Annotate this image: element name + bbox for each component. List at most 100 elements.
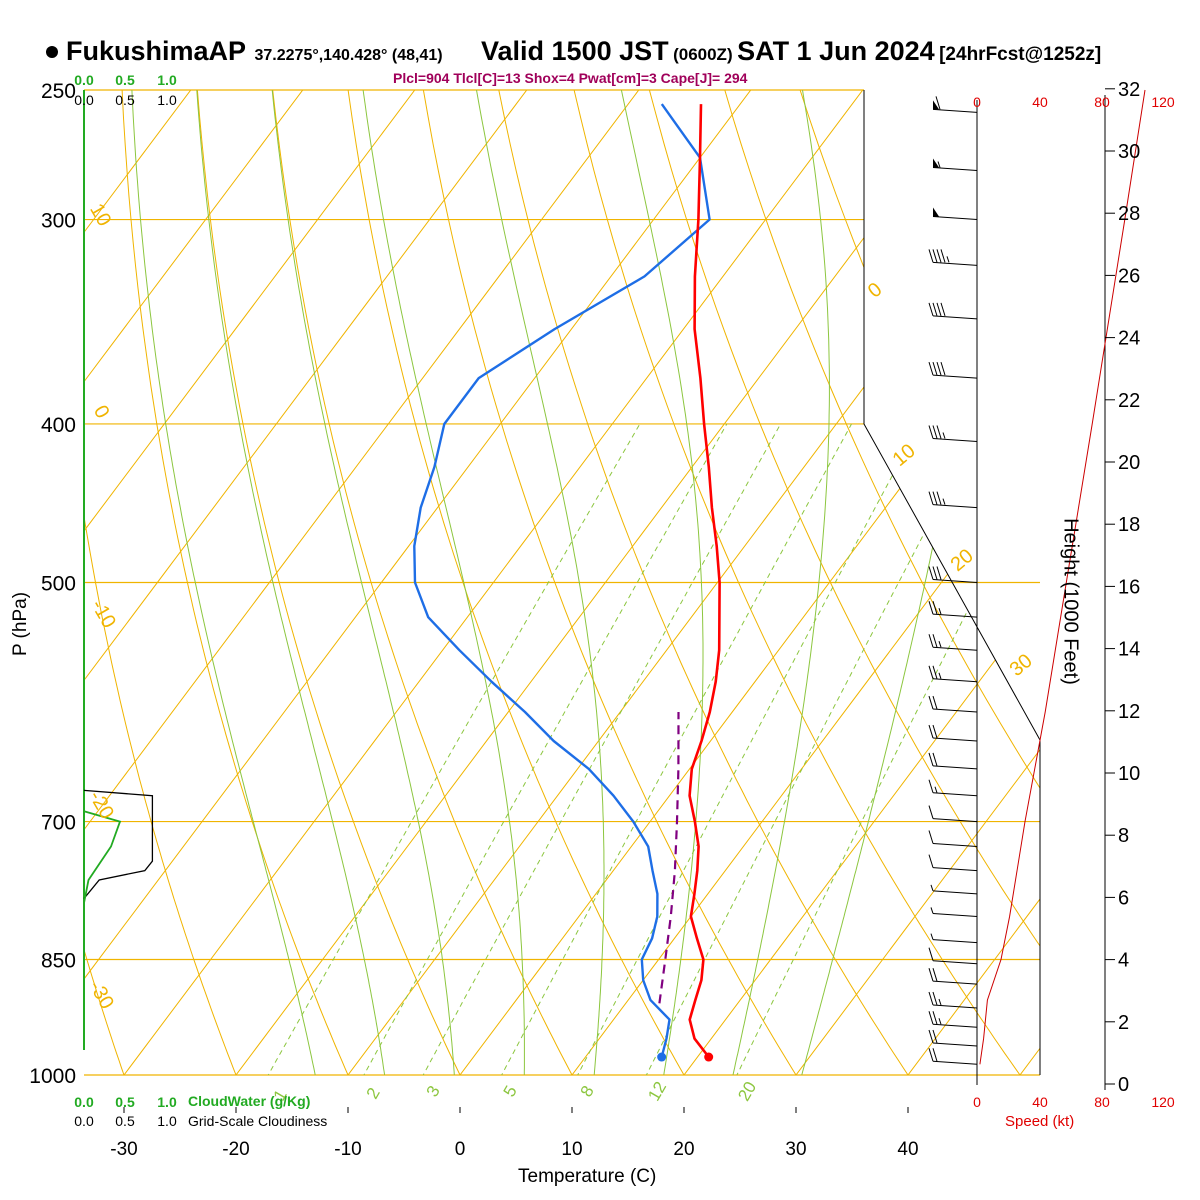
height-tick-label: 28	[1118, 203, 1140, 225]
mixing-ratio-label: 8	[577, 1082, 598, 1100]
height-tick-label: 10	[1118, 763, 1140, 785]
speed-tick-label-top: 0	[973, 94, 981, 110]
wind-barb	[928, 1029, 978, 1047]
wind-barb-flag	[940, 361, 946, 376]
wind-barb-flag	[936, 249, 942, 263]
wind-barb-shaft	[932, 315, 978, 320]
height-tick-label: 30	[1118, 141, 1140, 163]
wind-barb	[928, 361, 978, 379]
isotherm-line	[657, 90, 1040, 1075]
mixing-ratio-line	[344, 423, 728, 1075]
wind-barb-flag	[932, 566, 938, 580]
wind-barb-flag	[932, 991, 938, 1006]
wind-barb-shaft	[932, 960, 978, 965]
wind-barb-halfflag	[930, 907, 934, 914]
wind-barb-shaft	[932, 1060, 978, 1065]
temperature-trace	[688, 104, 721, 1058]
wind-barb-flag	[936, 302, 942, 316]
dry-adiabat-line	[1150, 31, 1200, 1110]
isotherm-label: 0	[864, 278, 887, 302]
wind-barb	[928, 805, 978, 823]
pressure-tick-label: 400	[41, 414, 76, 437]
valid-time: Valid 1500 JST (0600Z) SAT 1 Jun 2024 [2…	[481, 36, 1101, 67]
profile-series	[413, 103, 721, 1062]
speed-tick-label-top: 40	[1032, 94, 1048, 110]
wind-barb-flag	[932, 601, 938, 615]
height-tick-label: 24	[1118, 328, 1140, 350]
wind-barb-flag	[928, 1029, 934, 1044]
isotherm-line	[769, 90, 1040, 1075]
moist-adiabat-line	[471, 90, 605, 1075]
wind-barb-flag	[928, 1048, 934, 1062]
wind-barb-shaft	[932, 579, 978, 583]
height-tick-label: 20	[1118, 452, 1140, 474]
isotherm-label: -30	[84, 977, 118, 1013]
speed-tick-label-bottom: 80	[1094, 1094, 1110, 1110]
wind-barb-shaft	[932, 843, 978, 848]
wind-barb	[928, 302, 978, 320]
speed-axis-title: Speed (kt)	[1005, 1113, 1075, 1130]
wind-barb-flag	[932, 425, 938, 439]
cloud-profile	[83, 789, 154, 904]
height-tick-label: 0	[1118, 1074, 1129, 1096]
wind-barb-flag	[940, 249, 946, 263]
height-tick-label: 6	[1118, 887, 1129, 909]
temperature-tick-label: -10	[334, 1139, 361, 1160]
moist-adiabat-line	[724, 90, 830, 1075]
stability-indices: Plcl=904 Tlcl[C]=13 Shox=4 Pwat[cm]=3 Ca…	[393, 70, 748, 86]
isotherm-line	[84, 90, 348, 1075]
mixing-ratio-label: 3	[423, 1082, 444, 1100]
wind-barb-flag	[928, 695, 934, 710]
dewpoint-trace	[413, 103, 711, 1058]
mixing-ratio-line	[559, 423, 921, 1075]
wind-barb-shaft	[932, 678, 978, 683]
wind-barb-flag	[932, 724, 938, 739]
mixing-ratio-label: 5	[500, 1082, 521, 1100]
forecast-tag: [24hrFcst@1252z]	[939, 44, 1102, 65]
wind-barb	[928, 830, 978, 848]
wind-barb-flag	[932, 752, 938, 767]
dry-adiabat-line	[192, 90, 478, 1075]
cloudiness-label: Grid-Scale Cloudiness	[188, 1113, 328, 1129]
wind-barb	[928, 695, 978, 713]
chart-header: FukushimaAP 37.2275°,140.428° (48,41)	[46, 36, 443, 67]
wind-barb	[928, 425, 978, 442]
station-bullet-icon	[46, 45, 58, 58]
wind-barb-shaft	[932, 167, 978, 172]
dry-adiabat-line	[707, 90, 1040, 1075]
wind-barb	[928, 1048, 978, 1065]
dry-adiabat-line	[1002, 90, 1040, 1075]
height-curve	[979, 89, 1146, 1065]
cloudwater-label: CloudWater (g/Kg)	[188, 1093, 311, 1109]
isotherm-line	[84, 90, 796, 1075]
mixing-ratio-line	[248, 423, 641, 1075]
wind-barb	[928, 566, 978, 583]
isotherm-lines	[84, 90, 1040, 1075]
wind-barb	[928, 249, 978, 266]
pressure-tick-label: 850	[41, 950, 76, 973]
wind-barb-halfflag	[938, 641, 942, 648]
isotherm-label: 10	[889, 440, 920, 471]
temperature-tick-label: 10	[561, 1139, 582, 1160]
dry-adiabat-line	[340, 90, 705, 1075]
wind-barb-pennant	[933, 207, 939, 217]
dry-adiabat-lines	[84, 31, 1200, 1110]
wind-barb-flag	[928, 991, 934, 1006]
temperature-tick-label: 0	[455, 1139, 466, 1160]
wind-barb-shaft	[932, 613, 978, 618]
wind-barb-shaft	[932, 792, 978, 797]
wind-barb-shaft	[932, 765, 978, 770]
mixing-ratio-lines	[248, 423, 1040, 1075]
wind-barb-flag	[928, 302, 934, 316]
dry-adiabat-line	[119, 90, 364, 1075]
wind-barb-halfflag	[942, 498, 946, 505]
isotherm-line	[97, 90, 908, 1075]
wind-barb-halfflag	[938, 672, 942, 679]
wind-barb-flag	[928, 665, 934, 679]
plot-border	[863, 90, 1041, 1075]
wind-barb-flag	[928, 752, 934, 767]
wind-barb	[928, 1011, 978, 1028]
